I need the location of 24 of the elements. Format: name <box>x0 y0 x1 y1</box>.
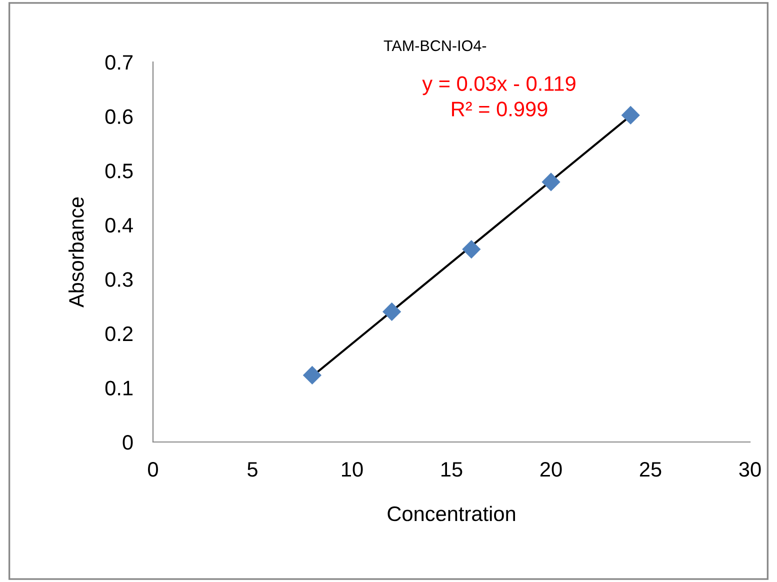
y-tick-label: 0 <box>122 435 133 450</box>
point <box>302 366 322 385</box>
y-tick-label: 0.1 <box>105 380 133 396</box>
point <box>621 106 640 125</box>
y-tick-label: 0.7 <box>105 55 133 70</box>
point <box>382 302 402 322</box>
chart-title: TAM-BCN-IO4- <box>384 40 486 52</box>
point <box>462 240 481 259</box>
point <box>542 172 560 192</box>
y-tick-label: 0.4 <box>105 218 133 233</box>
y-tick-label: 0.3 <box>105 272 133 287</box>
x-tick-label: 5 <box>248 462 258 477</box>
y-tick-label: 0.5 <box>105 164 133 178</box>
x-tick-label: 10 <box>342 462 363 477</box>
annotation: y = 0.03x - 0.119 R² = 0.999 <box>422 76 576 116</box>
y-axis-title: Absorbance <box>68 197 84 308</box>
y-tick-label: 0.6 <box>105 109 133 124</box>
x-tick-label: 0 <box>148 462 158 477</box>
y-tick-label: 0.2 <box>105 326 133 342</box>
x-tick-label: 25 <box>640 462 662 477</box>
x-tick-label: 15 <box>442 462 462 477</box>
x-tick-label: 20 <box>540 462 562 477</box>
x-axis-title: Concentration <box>388 506 516 522</box>
x-tick-label: 30 <box>739 462 761 477</box>
